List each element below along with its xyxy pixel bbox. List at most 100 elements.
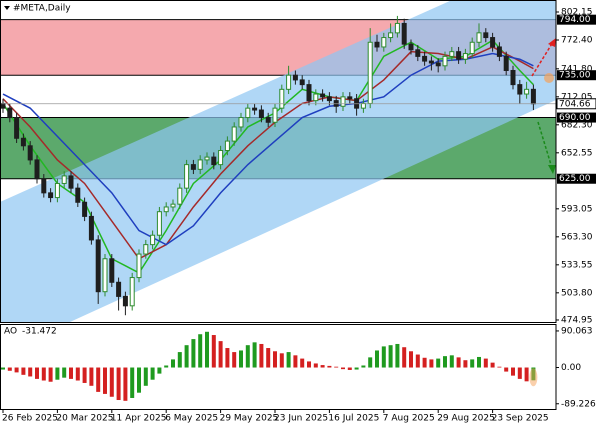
- ao-bar: [62, 367, 67, 378]
- ao-bar: [449, 355, 454, 368]
- candle-body: [347, 96, 353, 100]
- level-label-box: [557, 14, 596, 25]
- candle-body: [415, 49, 421, 57]
- x-tick-label: 7 Aug 2025: [383, 414, 435, 424]
- candle-body: [469, 41, 475, 55]
- y-tick-label: 772.40: [561, 36, 593, 46]
- candle-body: [388, 32, 394, 39]
- x-tick-label: 6 May 2025: [165, 414, 218, 424]
- candle-body: [490, 37, 496, 48]
- level-label-box: [557, 70, 596, 81]
- x-tick-label: 20 Mar 2025: [56, 414, 113, 424]
- y-tick-label: 802.15: [561, 8, 593, 18]
- ao-title: AO: [4, 327, 17, 337]
- candle-body: [435, 62, 441, 67]
- down-arrow-head: [548, 165, 556, 174]
- ao-bar: [171, 359, 175, 368]
- candle-body: [524, 88, 530, 95]
- candle-body: [401, 22, 407, 45]
- candle-body: [286, 74, 292, 90]
- ao-bar: [205, 331, 209, 368]
- candle-body: [279, 88, 285, 109]
- menu-icon[interactable]: [4, 6, 10, 10]
- ao-bar: [130, 367, 135, 398]
- ao-bar: [347, 367, 352, 370]
- candle-body: [340, 96, 346, 107]
- candle-body: [231, 126, 237, 142]
- moving-average: [2, 52, 534, 246]
- ao-bar: [341, 367, 345, 370]
- ao-bar: [211, 335, 216, 368]
- ao-bar: [286, 352, 291, 368]
- level-label-box: [557, 112, 596, 123]
- ao-bar: [245, 345, 250, 368]
- ao-bar: [436, 358, 441, 368]
- level-label: 735.00: [559, 71, 591, 81]
- ao-bar: [511, 367, 515, 376]
- ao-bar: [381, 346, 386, 368]
- candle-body: [136, 253, 142, 279]
- candle-body: [320, 93, 326, 98]
- candle-body: [88, 215, 94, 241]
- ao-bar: [293, 355, 298, 368]
- up-arrow-head: [548, 38, 556, 47]
- ao-bar: [320, 365, 325, 368]
- ao-bar: [259, 343, 264, 368]
- candle-body: [299, 79, 305, 86]
- ao-bar: [409, 351, 413, 368]
- ao-bar: [116, 367, 121, 401]
- ao-bar: [517, 367, 522, 379]
- ao-bar: [497, 366, 502, 368]
- candle-body: [54, 182, 60, 199]
- candle-body: [41, 178, 47, 194]
- candle-body: [381, 37, 387, 48]
- level-label: 794.00: [559, 15, 591, 25]
- candle-body: [61, 175, 67, 184]
- y-tick-label: 682.30: [561, 120, 593, 130]
- candle-body: [82, 201, 88, 217]
- ao-bar: [402, 347, 407, 368]
- level-label: 704.66: [559, 99, 591, 109]
- candle-body: [211, 156, 217, 166]
- ao-bar: [1, 367, 5, 370]
- ao-frame: [0, 324, 557, 410]
- x-tick-label: 23 Jun 2025: [274, 414, 328, 424]
- ao-bar: [354, 367, 359, 370]
- ao-bar: [443, 356, 447, 368]
- ao-bar: [137, 367, 141, 393]
- ao-bar: [375, 350, 379, 368]
- ao-bar: [368, 357, 373, 368]
- ao-bar: [218, 341, 223, 368]
- candle-body: [510, 69, 516, 86]
- y-tick-label: 503.80: [561, 288, 593, 298]
- candle-body: [306, 84, 312, 102]
- ao-bar: [184, 345, 189, 368]
- candle-body: [102, 258, 108, 293]
- candle-body: [116, 281, 122, 297]
- candle-body: [95, 239, 101, 293]
- ao-bar: [28, 367, 33, 377]
- ao-bar: [239, 350, 243, 368]
- ao-bar: [103, 367, 107, 394]
- ao-bar: [327, 365, 332, 368]
- up-arrow: [531, 41, 554, 77]
- ao-bar: [524, 367, 529, 382]
- candle-body: [252, 107, 258, 111]
- x-tick-label: 16 Jul 2025: [328, 414, 379, 424]
- price-channel: [0, 0, 556, 322]
- x-tick-label: 23 Sep 2025: [492, 414, 549, 424]
- ao-bar: [415, 354, 420, 368]
- ao-bar: [313, 363, 318, 368]
- candle-body: [449, 51, 455, 57]
- y-tick-label: 0.00: [561, 363, 581, 373]
- x-tick-label: 26 Feb 2025: [2, 414, 58, 424]
- ao-bar: [429, 359, 434, 368]
- ao-bar: [157, 367, 162, 374]
- candle-body: [129, 277, 135, 307]
- y-tick-label: 90.063: [561, 326, 593, 336]
- ao-bar: [21, 367, 26, 375]
- candle-body: [496, 46, 502, 57]
- ao-bar: [7, 367, 12, 371]
- candle-body: [48, 192, 54, 199]
